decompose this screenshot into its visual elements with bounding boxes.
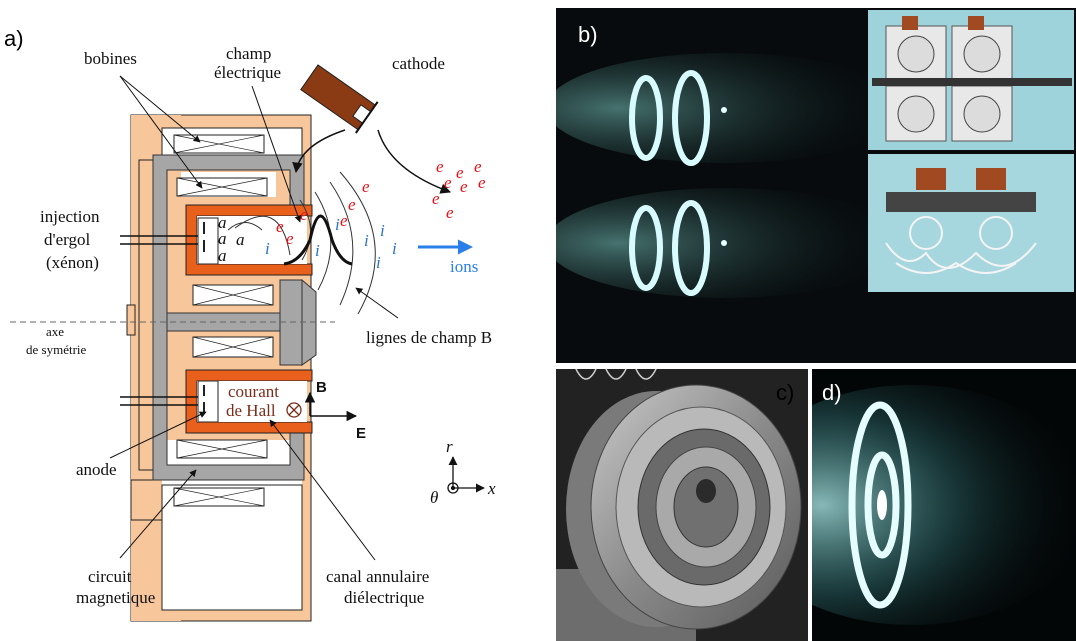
plasma-plumes-photo [556, 10, 1074, 298]
electron-return-arrow [292, 129, 346, 174]
panel-d-label: d) [822, 380, 842, 405]
injection-label-2: d'ergol [44, 230, 90, 249]
discharge-channel-upper [185, 204, 313, 276]
hall-current-label-1: courant [228, 382, 279, 401]
magnetic-field-lines [227, 171, 376, 315]
photo-panel-d [812, 369, 1076, 641]
field-lines-label: lignes de champ B [366, 328, 492, 347]
svg-text:e: e [460, 177, 468, 196]
r-label: r [446, 437, 453, 456]
cathode-label: cathode [392, 54, 445, 73]
dielectric-channel-label-2: diélectrique [344, 588, 424, 607]
injection-label-1: injection [40, 207, 100, 226]
svg-text:e: e [276, 217, 284, 236]
electric-field-profile [283, 214, 353, 266]
svg-text:e: e [286, 229, 294, 248]
propellant-injection-pipes [120, 235, 198, 406]
svg-text:i: i [265, 239, 270, 258]
injection-label-3: (xénon) [46, 253, 99, 272]
svg-text:e: e [444, 173, 452, 192]
svg-text:e: e [340, 211, 348, 230]
svg-text:i: i [392, 239, 397, 258]
neutral-atoms: a a a a [218, 213, 245, 265]
axis-label-2: de symétrie [26, 342, 87, 357]
svg-text:i: i [380, 221, 385, 240]
panel-c-label: c) [776, 380, 795, 405]
svg-text:e: e [432, 189, 440, 208]
dielectric-channel-label-1: canal annulaire [326, 567, 429, 586]
x-label: x [487, 479, 496, 498]
theta-label: θ [430, 488, 438, 507]
svg-text:i: i [335, 215, 340, 234]
magnetic-circuit-label-2: magnetique [76, 588, 155, 607]
plasma-discharge-photo [812, 385, 1076, 625]
electric-field-label-2: électrique [214, 63, 281, 82]
svg-text:e: e [474, 157, 482, 176]
svg-text:e: e [362, 177, 370, 196]
hall-thruster-schematic: a) [4, 26, 496, 622]
electron-path-arrow [377, 129, 451, 194]
cathode-body [300, 64, 379, 134]
svg-text:e: e [348, 195, 356, 214]
coils-label: bobines [84, 49, 137, 68]
svg-text:e: e [300, 205, 308, 224]
svg-text:i: i [376, 253, 381, 272]
svg-text:e: e [456, 163, 464, 182]
leader-lines [109, 75, 399, 561]
magnetic-circuit-label-1: circuit [88, 567, 132, 586]
axis-label-1: axe [46, 324, 64, 339]
svg-text:e: e [436, 157, 444, 176]
photo-panel-c [556, 369, 808, 641]
electrons: e e e e e e e e e e e e e e [276, 157, 486, 248]
svg-text:e: e [446, 203, 454, 222]
svg-text:a: a [236, 230, 245, 249]
photo-panel-b [556, 8, 1076, 363]
coordinate-system [447, 456, 485, 494]
b-axis-label: B [316, 379, 327, 396]
ions-label: ions [450, 257, 478, 276]
e-axis-label: E [356, 425, 366, 442]
b-e-axes [304, 391, 358, 422]
thruster-assembly-wired [885, 168, 1037, 274]
hall-current-symbol [286, 402, 302, 418]
svg-text:a: a [218, 213, 227, 232]
electric-field-label-1: champ [226, 44, 271, 63]
svg-text:e: e [478, 173, 486, 192]
quad-thruster-cluster [872, 16, 1072, 142]
svg-text:i: i [315, 241, 320, 260]
svg-text:a: a [218, 229, 227, 248]
svg-text:a: a [218, 246, 227, 265]
anode-label: anode [76, 460, 117, 479]
ions: i i i i i i i [265, 215, 397, 272]
panel-a-label: a) [4, 26, 24, 51]
panel-b-label: b) [578, 22, 598, 47]
svg-text:i: i [364, 231, 369, 250]
hall-current-label-2: de Hall [226, 401, 276, 420]
hall-thruster-hardware-photo [556, 369, 808, 641]
